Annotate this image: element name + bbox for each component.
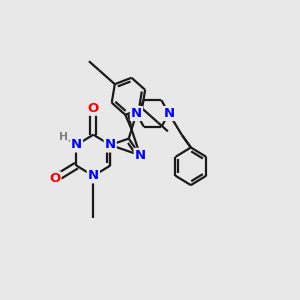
- Text: N: N: [135, 149, 146, 162]
- Text: N: N: [88, 169, 99, 182]
- Text: O: O: [88, 102, 99, 115]
- Text: N: N: [71, 139, 82, 152]
- Text: H: H: [59, 132, 68, 142]
- Text: O: O: [49, 172, 61, 185]
- Text: N: N: [163, 107, 174, 120]
- Text: N: N: [105, 139, 116, 152]
- Text: N: N: [131, 107, 142, 120]
